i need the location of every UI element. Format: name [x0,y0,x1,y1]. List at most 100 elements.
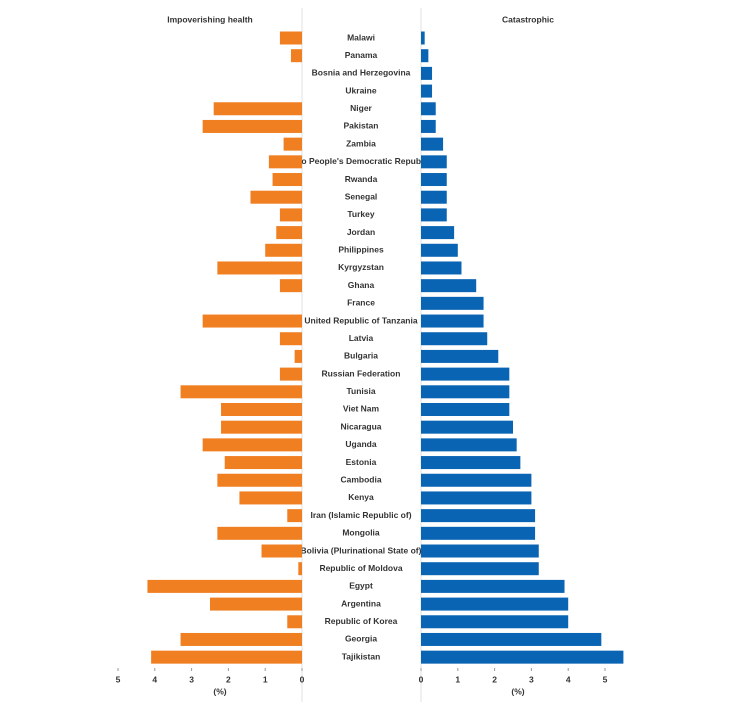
bar [421,279,477,293]
category-label: Latvia [349,333,374,343]
category-label: Panama [345,50,378,60]
category-label: Senegal [345,191,378,201]
bar [421,84,433,98]
bar [421,31,425,45]
bar [279,332,302,346]
bar [287,615,302,629]
bar [221,402,302,416]
bar [421,332,488,346]
panel-title: Impoverishing health [167,14,253,24]
bar [421,367,510,381]
bar [421,597,569,611]
bar [221,420,302,434]
bar [217,526,302,540]
bar [421,438,517,452]
bar [421,226,455,240]
bar [421,190,447,204]
category-label: Republic of Moldova [319,563,402,573]
bar [421,509,536,523]
category-label: Republic of Korea [325,616,398,626]
category-label: Cambodia [340,475,381,485]
bar [217,261,302,275]
x-tick-label: 0 [419,674,424,684]
category-label: France [347,298,375,308]
category-label: Georgia [345,634,377,644]
bar [421,349,499,363]
bar [180,632,302,646]
bar [272,173,302,187]
category-label: Turkey [347,209,375,219]
bar [224,456,302,470]
bar [421,420,513,434]
x-tick-label: 2 [492,674,497,684]
bar [279,208,302,222]
bar [421,296,484,310]
category-label: Tajikistan [342,651,381,661]
bar [250,190,302,204]
bar [279,31,302,45]
category-label: Uganda [345,439,376,449]
category-label: Argentina [341,598,381,608]
category-label: Bulgaria [344,351,378,361]
bar [421,473,532,487]
x-tick-label: 2 [226,674,231,684]
bar [180,385,302,399]
bar [421,579,565,593]
bar [421,66,433,80]
x-tick-label: 3 [529,674,534,684]
bar [213,102,302,116]
x-tick-label: 5 [603,674,608,684]
bar [217,473,302,487]
category-label: Estonia [346,457,377,467]
bar [202,119,302,133]
bar [421,119,436,133]
x-axis-label: (%) [511,686,524,696]
bar [298,562,302,576]
category-label: Jordan [347,227,375,237]
bar [421,456,521,470]
bar [421,208,447,222]
category-label: Egypt [349,581,373,591]
category-label: Iran (Islamic Republic of) [310,510,411,520]
bar [294,349,302,363]
x-axis-label: (%) [213,686,226,696]
bar [421,173,447,187]
category-label: Ghana [348,280,375,290]
category-label: Ukraine [345,85,376,95]
category-label: Niger [350,103,372,113]
bar [421,314,484,328]
bar [290,49,302,63]
x-tick-label: 4 [152,674,157,684]
category-label: Bolivia (Plurinational State of) [301,545,422,555]
bar [421,385,510,399]
category-label: Tunisia [346,386,375,396]
category-label: Nicaragua [340,421,381,431]
category-label: Rwanda [345,174,378,184]
bar [202,438,302,452]
bar [202,314,302,328]
category-label: Russian Federation [322,368,401,378]
bar [421,526,536,540]
bar [421,650,624,664]
x-tick-label: 1 [455,674,460,684]
bar [421,615,569,629]
bar [421,632,602,646]
bar [421,562,539,576]
category-label: Bosnia and Herzegovina [312,68,411,78]
x-tick-label: 3 [189,674,194,684]
panel-title: Catastrophic [502,14,554,24]
category-label: Kyrgyzstan [338,262,384,272]
bar [421,155,447,169]
x-tick-label: 4 [566,674,571,684]
bar [279,279,302,293]
x-tick-label: 0 [300,674,305,684]
bar [268,155,302,169]
category-label: Mongolia [342,528,380,538]
x-tick-label: 1 [263,674,268,684]
bar [210,597,302,611]
bar [283,137,302,151]
category-label: Lao People's Democratic Republic [291,156,430,166]
category-label: Philippines [338,245,384,255]
bar [279,367,302,381]
